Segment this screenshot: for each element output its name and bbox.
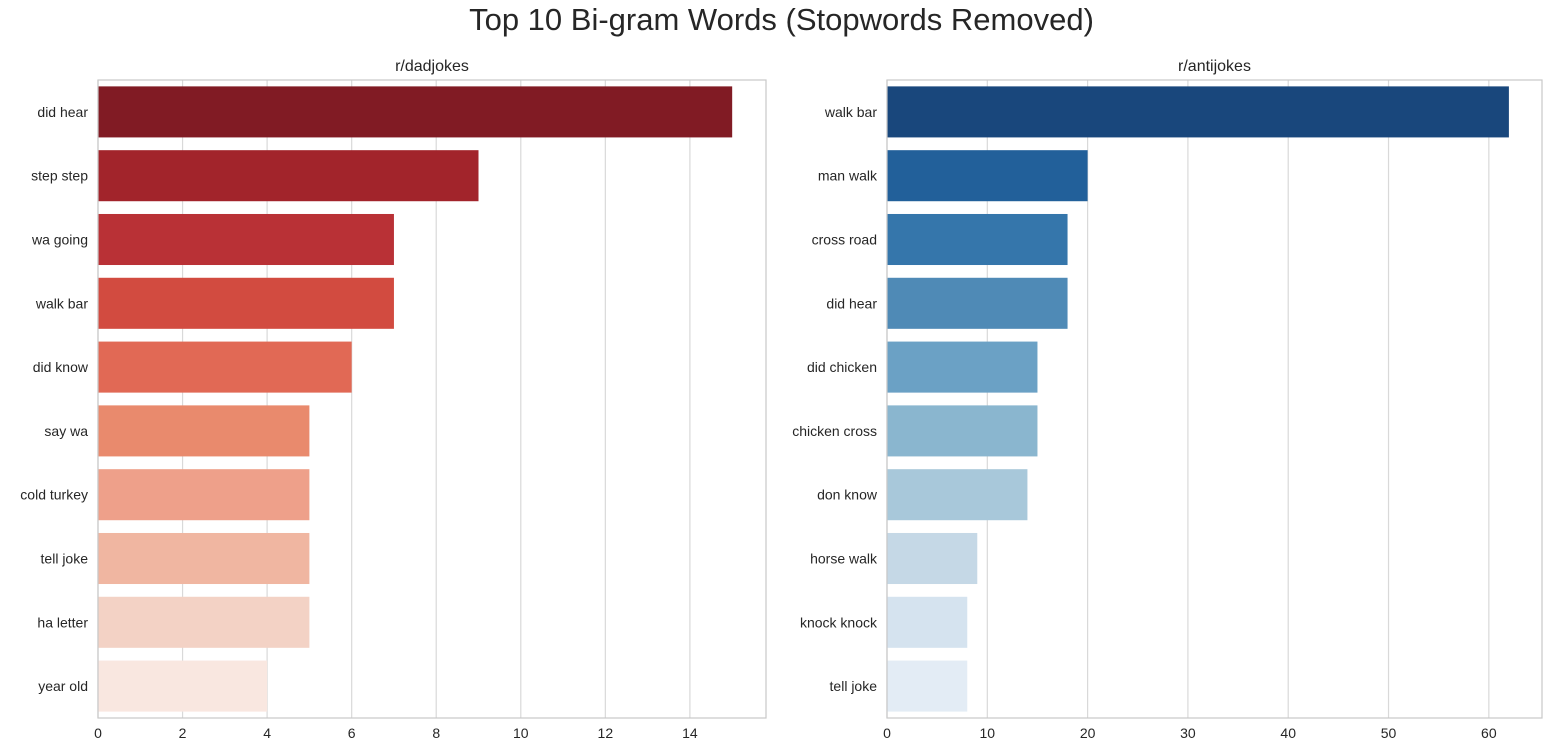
bar xyxy=(887,277,1068,329)
category-label: tell joke xyxy=(830,678,878,694)
x-tick-label: 6 xyxy=(348,725,356,741)
x-tick-label: 60 xyxy=(1481,725,1497,741)
category-label: cold turkey xyxy=(20,487,88,503)
chart-panel-1: did hear step step wa going walk bar did kno… xyxy=(20,58,767,741)
bar xyxy=(98,660,268,712)
x-tick-label: 4 xyxy=(263,725,271,741)
category-label: did hear xyxy=(37,104,88,120)
category-label: step step xyxy=(31,168,88,184)
category-label: horse walk xyxy=(810,551,878,567)
category-label: tell joke xyxy=(41,551,89,567)
category-label: did chicken xyxy=(807,359,877,375)
subplot-title: r/antijokes xyxy=(1178,58,1251,75)
bar xyxy=(98,469,310,521)
x-tick-label: 0 xyxy=(94,725,102,741)
plot-frame xyxy=(97,79,767,719)
bar xyxy=(98,596,310,648)
category-label: say wa xyxy=(44,423,88,439)
bar xyxy=(98,277,394,329)
category-label: man walk xyxy=(818,168,878,184)
bar xyxy=(887,405,1038,457)
category-label: year old xyxy=(38,678,88,694)
bar xyxy=(887,660,968,712)
category-label: walk bar xyxy=(824,104,877,120)
x-tick-label: 10 xyxy=(980,725,996,741)
category-label: ha letter xyxy=(37,614,88,630)
x-tick-label: 20 xyxy=(1080,725,1096,741)
x-tick-label: 14 xyxy=(682,725,698,741)
category-label: knock knock xyxy=(800,614,878,630)
subplot-title: r/dadjokes xyxy=(395,58,469,75)
bar xyxy=(98,341,352,393)
bar xyxy=(887,469,1028,521)
category-label: cross road xyxy=(812,232,877,248)
bar xyxy=(887,213,1068,266)
x-tick-label: 8 xyxy=(432,725,440,741)
chart-panel-2: walk bar man walk cross road did hear did ch… xyxy=(792,58,1543,741)
category-label: wa going xyxy=(31,232,88,248)
x-tick-label: 40 xyxy=(1280,725,1296,741)
bar xyxy=(98,213,394,266)
x-tick-label: 12 xyxy=(598,725,614,741)
bar xyxy=(887,596,968,648)
category-label: did hear xyxy=(826,295,877,311)
category-label: chicken cross xyxy=(792,423,877,439)
bar xyxy=(98,405,310,457)
category-label: walk bar xyxy=(35,295,88,311)
bar xyxy=(887,86,1509,138)
x-tick-label: 10 xyxy=(513,725,529,741)
plot-frame xyxy=(886,79,1543,719)
bar xyxy=(98,150,479,202)
bar xyxy=(98,532,310,585)
category-label: did know xyxy=(33,359,89,375)
bar xyxy=(887,150,1088,202)
bar xyxy=(887,532,978,585)
x-tick-label: 30 xyxy=(1180,725,1196,741)
bar xyxy=(98,86,733,138)
category-label: don know xyxy=(817,487,878,503)
figure-title: Top 10 Bi-gram Words (Stopwords Removed) xyxy=(469,2,1094,37)
x-tick-label: 50 xyxy=(1381,725,1397,741)
x-tick-label: 0 xyxy=(883,725,891,741)
bar xyxy=(887,341,1038,393)
x-tick-label: 2 xyxy=(179,725,187,741)
